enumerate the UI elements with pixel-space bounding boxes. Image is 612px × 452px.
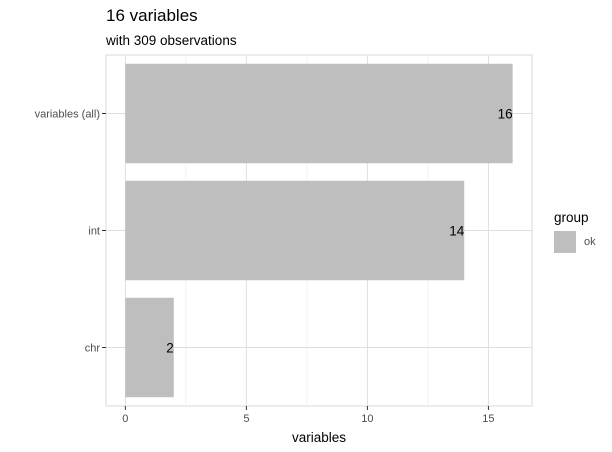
bar-data-label: 2	[166, 341, 174, 356]
bars: 16 14 2	[125, 63, 513, 398]
x-tick-label: 0	[122, 413, 128, 425]
bar-data-label: 16	[498, 107, 513, 122]
x-tick-label: 15	[482, 413, 494, 425]
y-tick-label: int	[88, 226, 100, 238]
legend-title: group	[554, 210, 589, 225]
chart-subtitle: with 309 observations	[106, 33, 237, 48]
legend-key	[554, 231, 576, 253]
x-tick-label: 10	[361, 413, 373, 425]
axes: variables (all) int chr 0 5 10 15	[35, 109, 495, 426]
bar	[125, 63, 513, 164]
legend-label: ok	[584, 236, 596, 248]
x-tick-label: 5	[243, 413, 249, 425]
y-tick-label: variables (all)	[35, 109, 100, 121]
bar	[125, 297, 174, 398]
chart-title: 16 variables	[106, 6, 198, 25]
bar	[125, 180, 465, 281]
y-tick-label: chr	[85, 343, 101, 355]
bar-data-label: 14	[449, 224, 465, 239]
x-axis-label: variables	[292, 430, 346, 445]
